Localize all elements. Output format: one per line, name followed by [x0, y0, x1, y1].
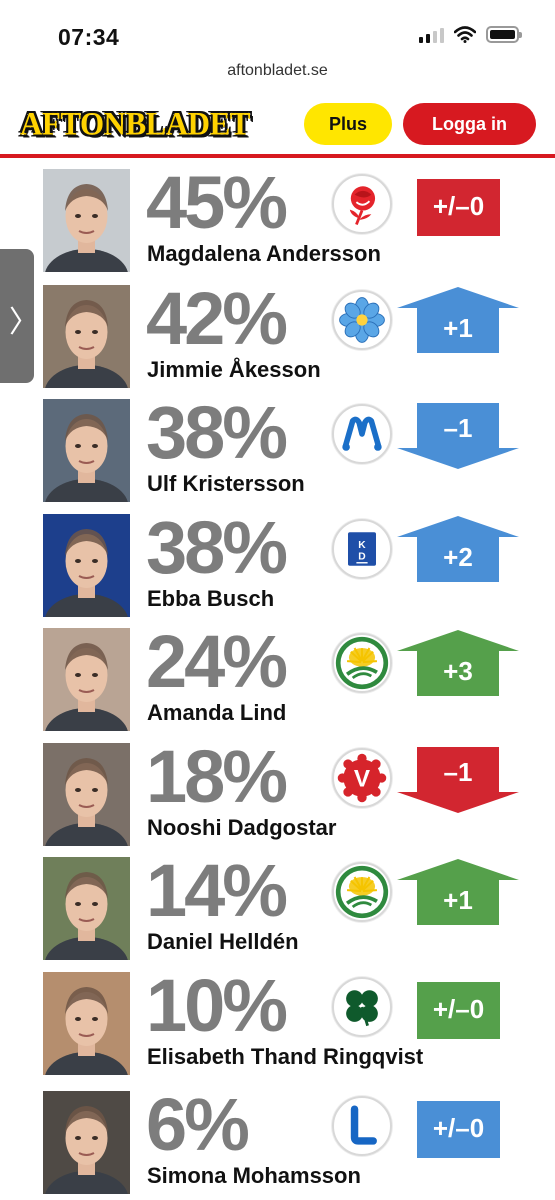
- candidate-row: 24% Amanda Lind +3: [0, 622, 555, 742]
- arrow-down-icon: –1: [397, 747, 519, 813]
- svg-text:K: K: [358, 540, 366, 551]
- approval-percent: 45%: [146, 161, 288, 244]
- candidate-photo: [43, 399, 130, 502]
- approval-percent: 42%: [146, 277, 288, 360]
- approval-percent: 38%: [146, 506, 288, 589]
- approval-percent: 10%: [146, 964, 288, 1047]
- url-bar[interactable]: aftonbladet.se: [0, 58, 555, 90]
- liberals-l-icon: [332, 1096, 392, 1156]
- candidate-name: Daniel Helldén: [147, 929, 299, 954]
- battery-icon: [486, 26, 522, 43]
- social-democrats-rose-icon: [332, 174, 392, 234]
- candidate-row: 38% Ulf Kristersson –1: [0, 393, 555, 513]
- arrow-up-icon: +2: [397, 516, 519, 582]
- svg-text:V: V: [354, 765, 371, 792]
- arrow-up-icon: +1: [397, 859, 519, 925]
- candidate-name: Elisabeth Thand Ringqvist: [147, 1044, 424, 1069]
- candidate-photo: [43, 743, 130, 846]
- candidate-name: Ulf Kristersson: [147, 471, 305, 496]
- left-party-v-icon: V: [332, 748, 392, 808]
- candidate-row: 42% Jimmie Åkesson +1: [0, 279, 555, 399]
- sweden-democrats-flower-icon: [332, 290, 392, 350]
- change-box: +/–0: [417, 1101, 500, 1158]
- centre-party-clover-icon: [332, 977, 392, 1037]
- approval-percent: 38%: [146, 391, 288, 474]
- change-value: –1: [443, 413, 473, 443]
- change-value: +/–0: [432, 994, 485, 1024]
- candidate-row: 14% Daniel Helldén +1: [0, 851, 555, 971]
- candidate-photo: [43, 169, 130, 272]
- candidate-photo: [43, 1091, 130, 1194]
- change-box: +/–0: [417, 982, 500, 1039]
- candidate-name: Amanda Lind: [147, 700, 287, 725]
- site-header: AFTONBLADET Plus Logga in: [0, 90, 555, 158]
- green-party-dandelion-icon: [332, 862, 392, 922]
- arrow-up-icon: +3: [397, 630, 519, 696]
- url-text: aftonbladet.se: [227, 62, 328, 79]
- change-value: +/–0: [432, 1113, 485, 1143]
- change-value: –1: [443, 757, 473, 787]
- arrow-up-icon: +1: [397, 287, 519, 353]
- change-value: +3: [443, 656, 473, 686]
- change-value: +1: [443, 313, 473, 343]
- aftonbladet-logo[interactable]: AFTONBLADET: [20, 105, 250, 142]
- candidate-row: 10% Elisabeth Thand Ringqvist +/–0: [0, 966, 555, 1086]
- change-value: +1: [443, 885, 473, 915]
- candidate-photo: [43, 285, 130, 388]
- cellular-signal-icon: [419, 27, 444, 43]
- svg-text:D: D: [358, 551, 365, 562]
- status-bar: 07:34: [0, 0, 555, 58]
- change-value: +2: [443, 542, 473, 572]
- change-box: +/–0: [417, 179, 500, 236]
- login-button[interactable]: Logga in: [403, 103, 536, 145]
- change-value: +/–0: [432, 191, 485, 221]
- wifi-icon: [454, 26, 476, 43]
- candidate-row: 38% Ebba Busch K D +2: [0, 508, 555, 628]
- candidate-photo: [43, 972, 130, 1075]
- approval-percent: 24%: [146, 620, 288, 703]
- candidate-row: 18% Nooshi Dadgostar V –1: [0, 737, 555, 857]
- candidate-name: Nooshi Dadgostar: [147, 815, 337, 840]
- approval-percent: 18%: [146, 735, 288, 818]
- candidate-name: Jimmie Åkesson: [147, 357, 321, 382]
- candidate-name: Ebba Busch: [147, 586, 275, 611]
- candidate-photo: [43, 514, 130, 617]
- plus-button[interactable]: Plus: [304, 103, 392, 145]
- candidate-row: 45% Magdalena Andersson +/–0: [0, 163, 555, 283]
- candidate-name: Magdalena Andersson: [147, 241, 381, 266]
- candidate-photo: [43, 628, 130, 731]
- candidate-name: Simona Mohamsson: [147, 1163, 361, 1188]
- moderates-m-icon: [332, 404, 392, 464]
- side-drawer-tab[interactable]: 〉: [0, 249, 39, 383]
- clock: 07:34: [58, 24, 120, 50]
- approval-percent: 6%: [146, 1083, 250, 1166]
- candidate-photo: [43, 857, 130, 960]
- arrow-down-icon: –1: [397, 403, 519, 469]
- approval-percent: 14%: [146, 849, 288, 932]
- chevron-right-icon: 〉: [9, 306, 39, 339]
- green-party-dandelion-icon: [332, 633, 392, 693]
- candidate-row: 6% Simona Mohamsson +/–0: [0, 1085, 555, 1200]
